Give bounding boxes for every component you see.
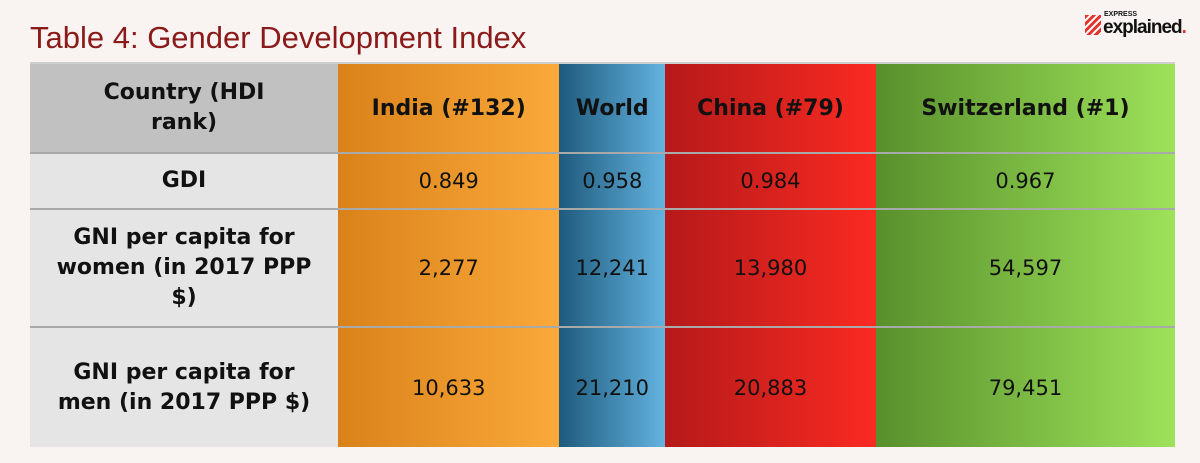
logo-stripes-icon xyxy=(1085,15,1101,35)
header-world: World xyxy=(559,62,666,153)
logo-express-text: EXPRESS xyxy=(1104,11,1138,18)
cell: 13,980 xyxy=(665,208,876,327)
page-title: Table 4: Gender Development Index xyxy=(30,20,527,55)
table-row: GNI per capita for women (in 2017 PPP $)… xyxy=(30,208,1175,327)
cell: 0.958 xyxy=(559,152,666,209)
cell: 54,597 xyxy=(875,208,1175,327)
table-row: GNI per capita for men (in 2017 PPP $) 1… xyxy=(30,326,1175,447)
header-china: China (#79) xyxy=(665,62,876,153)
cell: 10,633 xyxy=(338,326,560,447)
logo-explained-text: explained. xyxy=(1103,17,1187,38)
cell: 20,883 xyxy=(665,326,876,447)
header-row: Country (HDI rank) India (#132) World Ch… xyxy=(30,62,1175,153)
cell: 0.849 xyxy=(338,152,560,209)
cell: 21,210 xyxy=(559,326,666,447)
gdi-table: Country (HDI rank) India (#132) World Ch… xyxy=(30,62,1175,447)
cell: 0.967 xyxy=(875,152,1175,209)
cell: 0.984 xyxy=(665,152,876,209)
row-label: GNI per capita for men (in 2017 PPP $) xyxy=(30,326,338,447)
express-explained-logo: EXPRESS explained. xyxy=(1085,9,1190,39)
cell: 79,451 xyxy=(875,326,1175,447)
cell: 2,277 xyxy=(338,208,560,327)
row-label: GNI per capita for women (in 2017 PPP $) xyxy=(30,208,338,327)
cell: 12,241 xyxy=(559,208,666,327)
header-label: Country (HDI rank) xyxy=(30,62,338,153)
row-label: GDI xyxy=(30,152,338,209)
header-india: India (#132) xyxy=(338,62,560,153)
table-row: GDI 0.849 0.958 0.984 0.967 xyxy=(30,152,1175,209)
header-switzerland: Switzerland (#1) xyxy=(875,62,1175,153)
